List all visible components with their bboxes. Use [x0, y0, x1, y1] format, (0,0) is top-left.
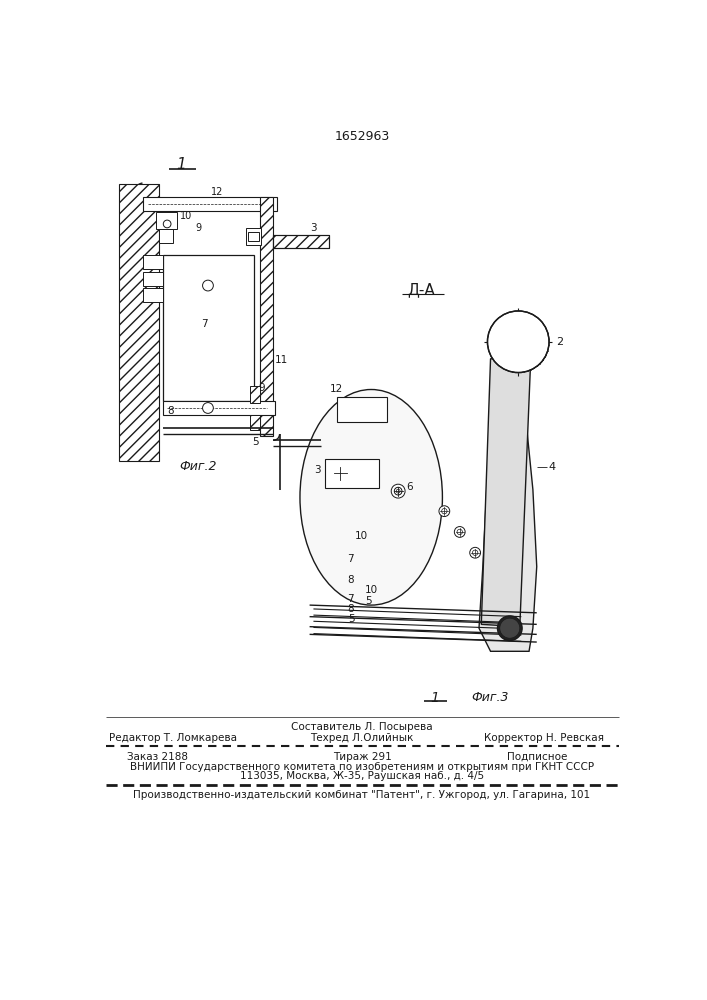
Text: 5: 5 — [349, 614, 355, 624]
Bar — [160, 229, 173, 243]
Text: Корректор Н. Ревская: Корректор Н. Ревская — [484, 733, 604, 743]
Text: 7: 7 — [347, 594, 354, 604]
Text: 7: 7 — [347, 554, 354, 564]
Circle shape — [498, 616, 522, 641]
Circle shape — [332, 465, 349, 482]
Bar — [143, 288, 163, 302]
Circle shape — [469, 547, 481, 558]
Circle shape — [369, 403, 381, 416]
Text: Подписное: Подписное — [506, 752, 567, 762]
Text: 3: 3 — [314, 465, 320, 475]
Circle shape — [163, 220, 171, 228]
Text: 3: 3 — [310, 223, 317, 233]
Text: Заказ 2188: Заказ 2188 — [127, 752, 188, 762]
Polygon shape — [481, 359, 530, 627]
Bar — [163, 255, 254, 401]
Bar — [143, 272, 163, 286]
Text: 12: 12 — [330, 384, 343, 394]
Text: 9: 9 — [259, 383, 265, 393]
Text: 8: 8 — [347, 604, 354, 614]
Circle shape — [391, 484, 405, 498]
Text: 8: 8 — [347, 575, 354, 585]
Text: 5: 5 — [252, 437, 259, 447]
Bar — [156, 212, 177, 229]
Text: 6: 6 — [407, 482, 413, 492]
Bar — [143, 255, 163, 269]
Text: Тираж 291: Тираж 291 — [332, 752, 392, 762]
Text: 10: 10 — [180, 211, 192, 221]
Circle shape — [500, 618, 520, 638]
Text: Фиг.3: Фиг.3 — [472, 691, 509, 704]
Circle shape — [487, 311, 549, 373]
Circle shape — [395, 487, 402, 495]
Text: 2: 2 — [556, 337, 563, 347]
Bar — [143, 197, 277, 211]
Circle shape — [338, 471, 343, 476]
Text: Редактор Т. Ломкарева: Редактор Т. Ломкарева — [110, 733, 238, 743]
Text: 9: 9 — [195, 223, 201, 233]
Text: ВНИИПИ Государственного комитета по изобретениям и открытиям при ГКНТ СССР: ВНИИПИ Государственного комитета по изоб… — [130, 762, 594, 772]
Text: 1652963: 1652963 — [334, 130, 390, 143]
Circle shape — [342, 403, 354, 416]
Text: Техред Л.Олийнык: Техред Л.Олийнык — [310, 733, 414, 743]
Circle shape — [439, 506, 450, 517]
Bar — [337, 397, 387, 422]
Text: Фиг.2: Фиг.2 — [179, 460, 216, 473]
Text: Д-А: Д-А — [407, 282, 435, 297]
Bar — [325, 459, 379, 488]
Text: 8: 8 — [168, 406, 175, 416]
Circle shape — [395, 488, 402, 495]
Text: 11: 11 — [274, 355, 288, 365]
Circle shape — [457, 529, 462, 535]
Text: 113035, Москва, Ж-35, Раушская наб., д. 4/5: 113035, Москва, Ж-35, Раушская наб., д. … — [240, 771, 484, 781]
Bar — [250, 386, 260, 403]
Bar — [119, 184, 160, 461]
Text: Составитель Л. Посырева: Составитель Л. Посырева — [291, 722, 433, 732]
Circle shape — [472, 550, 478, 555]
Bar — [259, 197, 274, 436]
Text: Производственно-издательский комбинат "Патент", г. Ужгород, ул. Гагарина, 101: Производственно-издательский комбинат "П… — [134, 790, 590, 800]
Circle shape — [336, 469, 345, 478]
Text: 1: 1 — [431, 690, 440, 704]
Bar — [248, 232, 259, 241]
Text: 4: 4 — [549, 462, 556, 472]
Circle shape — [455, 527, 465, 537]
Bar — [274, 235, 329, 248]
Bar — [250, 415, 260, 430]
Bar — [274, 235, 329, 248]
Polygon shape — [479, 389, 537, 651]
Circle shape — [203, 403, 214, 413]
Text: 1: 1 — [176, 157, 186, 172]
Bar — [163, 401, 275, 415]
Text: 7: 7 — [201, 319, 207, 329]
Bar — [246, 228, 261, 245]
Circle shape — [442, 508, 447, 514]
Circle shape — [203, 280, 214, 291]
Text: 5: 5 — [366, 596, 372, 606]
Ellipse shape — [300, 389, 443, 605]
Text: 10: 10 — [365, 585, 378, 595]
Text: 10: 10 — [355, 531, 368, 541]
Circle shape — [396, 489, 400, 493]
Text: 12: 12 — [211, 187, 223, 197]
Circle shape — [336, 469, 344, 478]
